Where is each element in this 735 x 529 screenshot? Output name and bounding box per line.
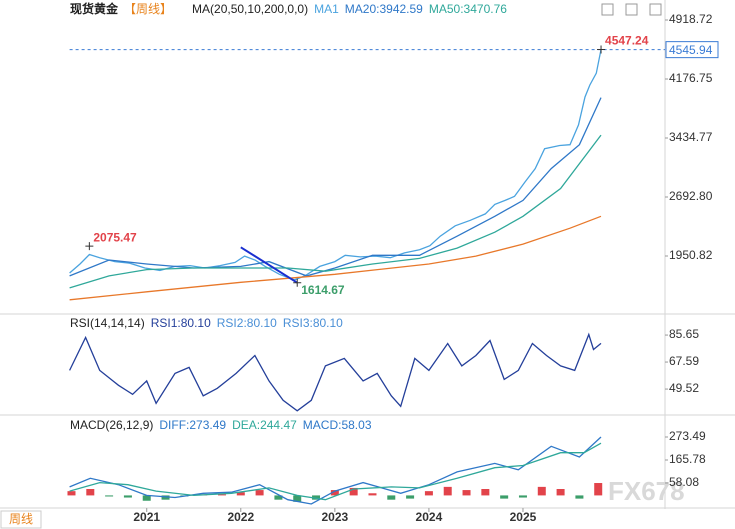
trend-line	[240, 246, 298, 284]
macd-bar	[406, 495, 415, 499]
legend-label: RSI(14,14,14)	[70, 316, 145, 330]
macd-bar	[86, 489, 95, 496]
macd-bar	[556, 489, 565, 496]
y-tick-label: 273.49	[669, 429, 706, 443]
macd-bar	[330, 490, 339, 496]
last-price-box	[665, 41, 719, 59]
legend-label: MA(20,50,10,200,0,0)	[192, 2, 308, 16]
macd-bar	[518, 495, 527, 498]
y-tick-label: 3434.77	[669, 130, 713, 144]
series-line	[69, 442, 602, 501]
macd-bar	[462, 490, 471, 496]
macd-bar	[575, 495, 584, 499]
series-line	[69, 215, 602, 301]
legend-label: RSI2:80.10	[217, 316, 277, 330]
macd-bar	[105, 495, 114, 497]
legend-label: MA50:3470.76	[429, 2, 507, 16]
icon[interactable]	[625, 3, 638, 16]
legend-label: MA20:3942.59	[345, 2, 423, 16]
macd-bar	[67, 491, 76, 496]
x-tick-label: 2021	[133, 510, 160, 524]
annotation-marker	[293, 278, 302, 287]
series-line	[69, 97, 602, 277]
macd-bar	[217, 494, 226, 496]
x-tick-label: 2024	[416, 510, 443, 524]
y-tick-label: 2692.80	[669, 189, 713, 203]
legend-label: MACD:58.03	[303, 418, 372, 432]
legend-label: DEA:244.47	[232, 418, 297, 432]
legend-label: MACD(26,12,9)	[70, 418, 153, 432]
annotation-label: 1614.67	[301, 283, 345, 297]
macd-bar	[255, 490, 264, 496]
annotation-marker	[597, 45, 606, 54]
legend-label: RSI3:80.10	[283, 316, 343, 330]
watermark: FX678	[608, 476, 685, 506]
macd-bar	[537, 486, 546, 496]
legend-label: DIFF:273.49	[159, 418, 226, 432]
last-price-label: 4545.94	[669, 43, 713, 57]
macd-bar	[424, 491, 433, 496]
macd-bar	[161, 495, 170, 500]
x-tick-label: 2022	[227, 510, 254, 524]
annotation-marker	[85, 242, 94, 251]
y-tick-label: 1950.82	[669, 248, 713, 262]
macd-bar	[500, 495, 509, 499]
macd-bar	[312, 495, 321, 500]
macd-bar	[293, 495, 302, 502]
period-button[interactable]	[0, 510, 42, 529]
macd-bar	[443, 486, 452, 496]
legend-label: 现货黄金	[70, 1, 119, 16]
y-tick-label: 49.52	[669, 381, 699, 395]
macd-bar	[481, 489, 490, 496]
macd-bar	[594, 483, 603, 496]
macd-bar	[274, 495, 283, 500]
annotation-label: 2075.47	[93, 230, 137, 244]
x-tick-label: 2023	[321, 510, 348, 524]
macd-bar	[236, 492, 245, 496]
y-tick-label: 4176.75	[669, 71, 713, 85]
macd-bar	[349, 487, 358, 496]
series-line	[69, 332, 602, 412]
y-tick-label: 4918.72	[669, 12, 713, 26]
macd-bar	[142, 495, 151, 501]
legend-label: MA1	[314, 2, 339, 16]
macd-bar	[368, 493, 377, 496]
macd-bar	[123, 495, 132, 498]
annotation-label: 4547.24	[605, 34, 649, 48]
macd-bar	[387, 495, 396, 500]
legend-label: 【周线】	[124, 2, 172, 16]
y-tick-label: 58.08	[669, 475, 699, 489]
icon[interactable]	[601, 3, 614, 16]
series-line	[69, 436, 602, 505]
x-tick-label: 2025	[510, 510, 537, 524]
icon[interactable]	[649, 3, 662, 16]
series-line	[69, 134, 602, 289]
y-tick-label: 67.59	[669, 354, 699, 368]
toolbar-icons	[601, 3, 662, 16]
y-tick-label: 85.65	[669, 327, 699, 341]
legend-label: RSI1:80.10	[151, 316, 211, 330]
y-tick-label: 165.78	[669, 452, 706, 466]
period-button-label[interactable]: 周线	[9, 512, 33, 526]
